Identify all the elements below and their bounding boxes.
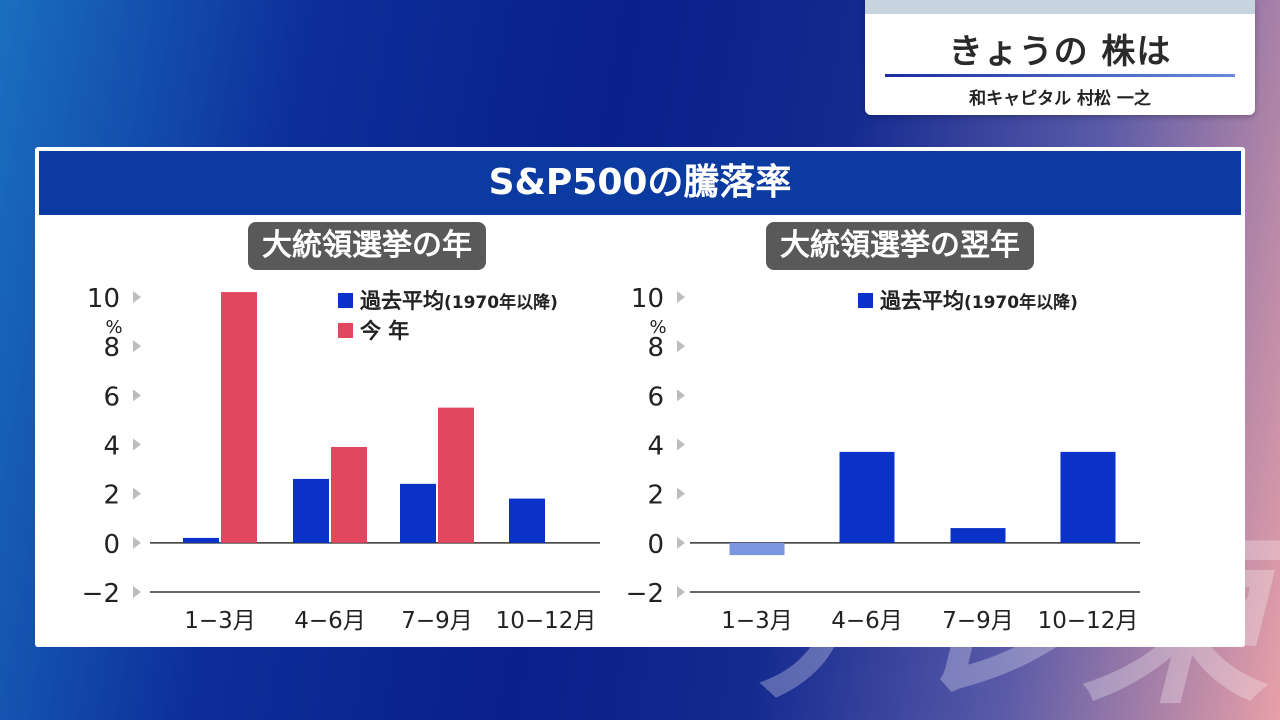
- y-tick-label: 6: [103, 382, 120, 412]
- legend-swatch: [338, 323, 353, 338]
- y-tick-label: 4: [103, 432, 120, 462]
- legend-swatch: [858, 293, 873, 308]
- y-tick-label: 2: [647, 481, 664, 511]
- y-tick-arrow: [677, 438, 685, 451]
- bar-past-average: [839, 451, 895, 543]
- y-tick-label: 10: [87, 284, 120, 314]
- y-tick-arrow: [133, 389, 141, 402]
- bar-this-year: [331, 446, 367, 543]
- badge-top-bar: [865, 0, 1255, 14]
- bar-past-average: [293, 478, 329, 543]
- legend-series-note: (1970年以降): [444, 292, 558, 313]
- program-title: きょうの 株は: [948, 32, 1172, 72]
- chart-right-title: 大統領選挙の翌年: [766, 222, 1034, 270]
- y-tick-arrow: [133, 536, 141, 549]
- y-tick-arrow: [133, 438, 141, 451]
- y-axis-unit: %: [105, 317, 122, 338]
- bar-this-year: [438, 407, 474, 543]
- y-tick-arrow: [677, 586, 685, 598]
- legend-swatch: [338, 293, 353, 308]
- y-tick-label: 8: [103, 333, 120, 363]
- legend-label: 過去平均(1970年以降): [880, 289, 1078, 313]
- legend-series-name: 過去平均: [360, 289, 444, 313]
- x-tick-label: 4−6月: [831, 608, 903, 634]
- bar-past-average: [950, 528, 1006, 543]
- y-tick-arrow: [677, 291, 685, 303]
- legend-series-note: (1970年以降): [964, 292, 1078, 313]
- legend-series-name: 過去平均: [880, 289, 964, 313]
- chart-left-title: 大統領選挙の年: [248, 222, 486, 270]
- y-tick-label: 2: [103, 481, 120, 511]
- badge-divider: [885, 74, 1235, 77]
- bar-this-year: [221, 292, 257, 543]
- y-tick-arrow: [133, 340, 141, 353]
- bar-past-average: [729, 542, 785, 556]
- y-tick-label: 8: [647, 333, 664, 363]
- bar-past-average: [400, 483, 436, 543]
- x-tick-label: 4−6月: [294, 608, 366, 634]
- x-tick-label: 1−3月: [721, 608, 793, 634]
- legend-series-name: 今 年: [360, 319, 409, 343]
- legend-label: 今 年: [360, 319, 409, 343]
- y-tick-arrow: [677, 536, 685, 549]
- y-tick-label: −2: [82, 579, 120, 609]
- panel-header: S&P500の騰落率: [39, 151, 1241, 215]
- y-tick-arrow: [133, 586, 141, 598]
- panel-title: S&P500の騰落率: [488, 162, 792, 203]
- bar-past-average: [509, 498, 545, 543]
- y-tick-label: 6: [647, 382, 664, 412]
- y-tick-label: −2: [626, 579, 664, 609]
- y-tick-label: 0: [103, 530, 120, 560]
- x-tick-label: 7−9月: [942, 608, 1014, 634]
- x-tick-label: 1−3月: [184, 608, 256, 634]
- y-tick-label: 4: [647, 432, 664, 462]
- legend-label: 過去平均(1970年以降): [360, 289, 558, 313]
- bar-past-average: [183, 537, 219, 543]
- y-tick-label: 10: [631, 284, 664, 314]
- y-tick-arrow: [133, 487, 141, 500]
- y-tick-arrow: [677, 389, 685, 402]
- commentator-name: 和キャピタル 村松 一之: [969, 89, 1151, 109]
- x-tick-label: 10−12月: [1038, 608, 1139, 634]
- y-tick-label: 0: [647, 530, 664, 560]
- x-tick-label: 10−12月: [496, 608, 597, 634]
- bar-past-average: [1060, 451, 1116, 543]
- y-axis-unit: %: [649, 317, 666, 338]
- program-badge: きょうの 株は 和キャピタル 村松 一之: [865, 0, 1255, 115]
- y-tick-arrow: [133, 291, 141, 303]
- y-tick-arrow: [677, 340, 685, 353]
- x-tick-label: 7−9月: [401, 608, 473, 634]
- y-tick-arrow: [677, 487, 685, 500]
